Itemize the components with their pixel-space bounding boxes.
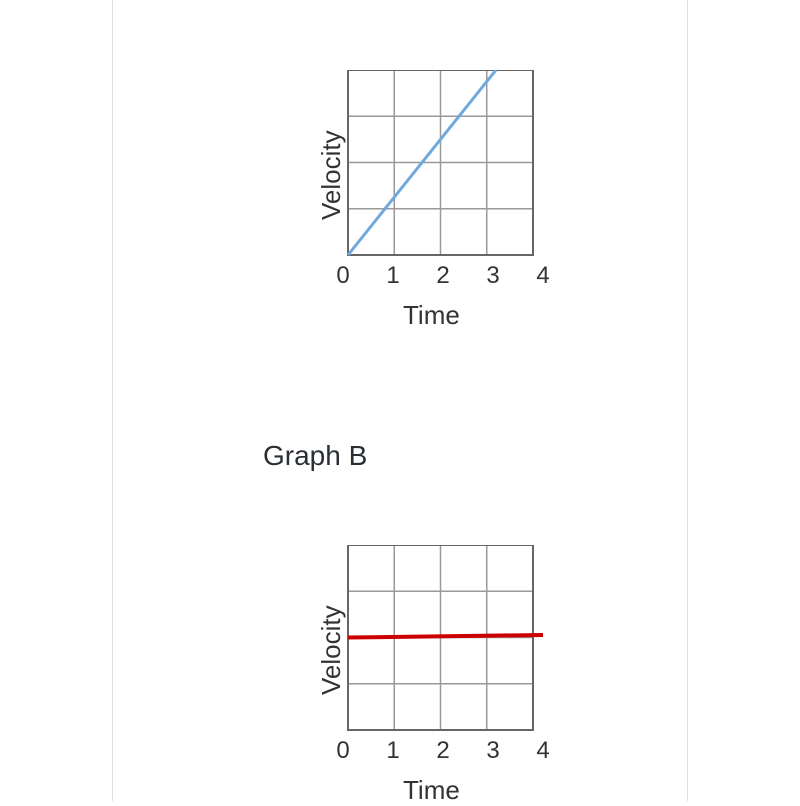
tick: 0 <box>318 262 368 290</box>
chart-b-plot <box>338 545 558 745</box>
tick: 4 <box>518 262 568 290</box>
tick: 1 <box>368 737 418 765</box>
tick: 4 <box>518 737 568 765</box>
tick: 0 <box>318 737 368 765</box>
tick: 1 <box>368 262 418 290</box>
chart-b-xlabel: Time <box>403 775 460 806</box>
chart-a-xlabel: Time <box>403 300 460 331</box>
tick: 3 <box>468 262 518 290</box>
graph-b-label: Graph B <box>263 440 367 472</box>
tick: 2 <box>418 737 468 765</box>
content-card: Velocity 01234 Time Graph B Velocity <box>112 0 688 801</box>
chart-a-plot <box>338 70 558 270</box>
chart-a-xticks: 01234 <box>318 262 578 290</box>
tick: 2 <box>418 262 468 290</box>
chart-b-xticks: 01234 <box>318 737 578 765</box>
tick: 3 <box>468 737 518 765</box>
